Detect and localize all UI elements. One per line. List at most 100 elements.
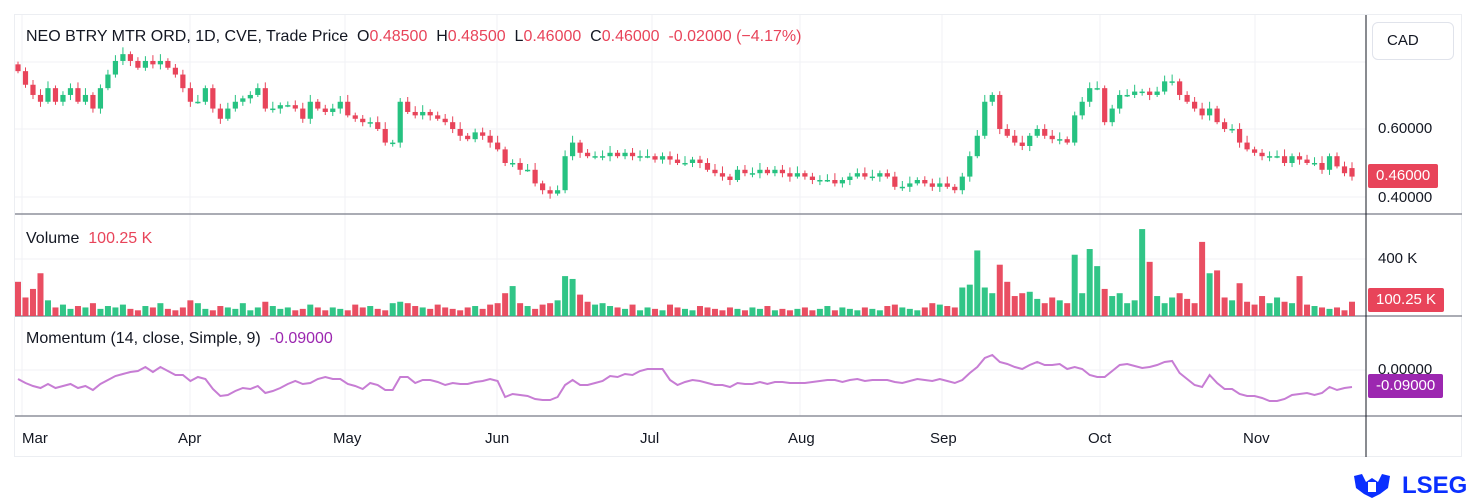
volume-bar — [547, 303, 554, 316]
candle-body — [667, 156, 673, 160]
volume-bar — [846, 308, 853, 316]
candle-body — [914, 179, 920, 184]
volume-bar — [1056, 300, 1063, 316]
volume-bar — [344, 310, 351, 316]
volume-bar — [704, 307, 711, 316]
volume-bar — [667, 304, 674, 316]
candle-body — [1326, 156, 1333, 170]
volume-bar — [442, 307, 449, 316]
volume-bar — [277, 308, 284, 316]
candle-body — [689, 159, 696, 163]
candle-body — [1064, 139, 1070, 143]
candle-body — [719, 173, 726, 177]
candle-body — [824, 179, 830, 182]
candle-body — [599, 156, 606, 158]
volume-bar — [532, 308, 539, 316]
volume-bar — [254, 307, 261, 316]
volume-bar — [682, 308, 688, 316]
volume-bar — [352, 304, 359, 316]
candle-body — [997, 94, 1003, 129]
last-volume-tag: 100.25 K — [1368, 288, 1445, 312]
volume-bar — [314, 307, 321, 316]
candle-body — [495, 142, 501, 150]
candle-body — [944, 183, 950, 187]
candle-body — [547, 190, 553, 194]
volume-bar — [37, 273, 44, 316]
volume-bar — [1109, 296, 1116, 316]
volume-bar — [427, 308, 434, 316]
volume-bar — [1079, 293, 1086, 316]
volume-bar — [1116, 293, 1123, 316]
volume-bar — [884, 306, 891, 316]
volume-bar — [719, 310, 726, 316]
volume-bar — [1041, 303, 1048, 316]
candle-body — [1057, 139, 1063, 141]
candle-body — [907, 183, 913, 187]
candle-body — [637, 156, 643, 158]
volume-bar — [164, 308, 171, 316]
candle-body — [982, 101, 988, 136]
volume-legend: Volume 100.25 K — [26, 230, 152, 248]
volume-bar — [726, 307, 733, 316]
candle-body — [1034, 128, 1040, 136]
candle-body — [1274, 156, 1280, 158]
candle-body — [1289, 156, 1295, 163]
candle-body — [255, 88, 261, 95]
volume-bar — [299, 308, 306, 316]
volume-bar — [1281, 301, 1288, 316]
candle-body — [659, 156, 666, 160]
candle-body — [1117, 94, 1123, 109]
currency-button[interactable]: CAD — [1372, 22, 1454, 60]
candle-body — [510, 162, 516, 165]
volume-bar — [1214, 270, 1221, 316]
volume-bar — [1011, 296, 1018, 316]
volume-bar — [149, 307, 156, 316]
candle-body — [525, 169, 531, 172]
candle-body — [712, 169, 718, 174]
candle-body — [809, 176, 816, 180]
candle-body — [772, 169, 778, 174]
candle-body — [869, 176, 875, 179]
candle-body — [1072, 115, 1078, 143]
candle-body — [127, 54, 134, 61]
volume-bar — [307, 304, 314, 316]
candle-body — [307, 101, 313, 119]
volume-bar — [756, 308, 763, 316]
volume-tick: 400 K — [1378, 250, 1418, 267]
volume-bar — [809, 310, 816, 316]
volume-bar — [52, 307, 59, 316]
volume-bar — [397, 301, 404, 316]
volume-bar — [127, 308, 134, 316]
price-tick: 0.40000 — [1378, 189, 1433, 206]
candle-body — [1019, 142, 1025, 146]
volume-bar — [464, 307, 471, 316]
volume-bar — [599, 303, 606, 316]
candle-body — [172, 67, 178, 75]
candle-body — [202, 88, 208, 102]
candle-body — [832, 179, 838, 184]
candle-body — [892, 176, 898, 187]
candle-body — [742, 169, 748, 174]
candle-body — [644, 156, 651, 158]
candle-body — [480, 132, 486, 136]
volume-bar — [786, 310, 793, 316]
candle-body — [569, 142, 576, 157]
candle-body — [727, 176, 733, 180]
candle-body — [165, 60, 171, 68]
volume-bar — [794, 308, 801, 316]
volume-bar — [1221, 297, 1228, 316]
candle-body — [90, 94, 96, 109]
volume-bar — [457, 310, 464, 316]
volume-bar — [1266, 303, 1273, 316]
candle-body — [427, 111, 433, 116]
candle-body — [839, 179, 845, 184]
time-axis-label: Jul — [640, 430, 660, 447]
time-axis-label: Mar — [22, 430, 48, 447]
candle-body — [240, 98, 246, 102]
candle-body — [30, 84, 36, 95]
candle-body — [157, 60, 163, 65]
volume-bar — [202, 308, 209, 316]
volume-bar — [936, 304, 943, 316]
volume-bar — [1191, 303, 1198, 316]
